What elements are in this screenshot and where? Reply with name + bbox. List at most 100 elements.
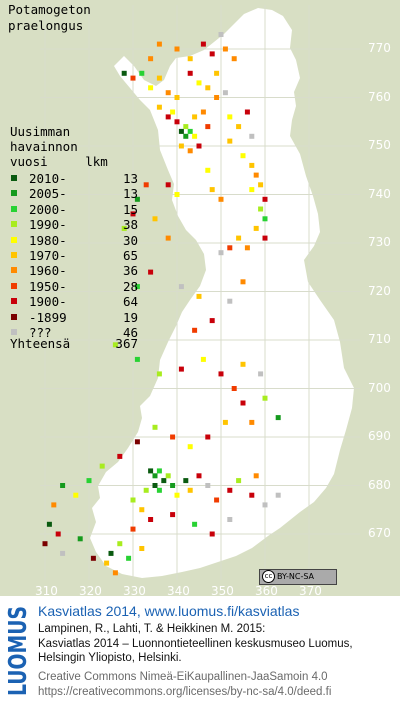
legend-swatch bbox=[11, 236, 17, 243]
observation-square bbox=[218, 32, 224, 37]
observation-square bbox=[139, 546, 145, 551]
finland-landmass bbox=[90, 8, 354, 578]
species-title: Potamogeton praelongus bbox=[8, 2, 91, 34]
observation-square bbox=[117, 453, 123, 459]
observation-square bbox=[148, 269, 154, 275]
observation-square bbox=[218, 371, 224, 377]
footer-atlas-link[interactable]: Kasviatlas 2014, www.luomus.fi/kasviatla… bbox=[38, 603, 300, 619]
observation-square bbox=[192, 114, 198, 120]
legend-label: 1990- bbox=[29, 217, 67, 233]
y-axis-label: 710 bbox=[368, 332, 391, 346]
observation-square bbox=[170, 483, 176, 488]
legend-swatch bbox=[11, 282, 17, 289]
observation-square bbox=[112, 570, 118, 576]
observation-square bbox=[174, 119, 180, 125]
observation-square bbox=[183, 478, 189, 484]
x-axis-label: 340 bbox=[167, 584, 190, 598]
observation-square bbox=[165, 90, 171, 96]
legend-count: 30 bbox=[122, 232, 138, 248]
observation-square bbox=[187, 444, 193, 450]
legend-swatch bbox=[11, 329, 17, 335]
observation-square bbox=[236, 478, 242, 484]
observation-square bbox=[60, 550, 66, 556]
footer-license-name: Creative Commons Nimeä-EiKaupallinen-Jaa… bbox=[38, 671, 328, 683]
footer-license-url[interactable]: https://creativecommons.org/licenses/by-… bbox=[38, 686, 332, 698]
observation-square bbox=[187, 487, 193, 493]
observation-square bbox=[187, 148, 193, 154]
observation-square bbox=[249, 492, 255, 498]
observation-square bbox=[134, 284, 140, 290]
legend-count: 13 bbox=[122, 171, 138, 186]
legend-label: 2005- bbox=[29, 186, 67, 202]
y-axis-label: 760 bbox=[368, 89, 391, 104]
legend-label: 1970- bbox=[29, 248, 67, 263]
legend-label: 2010- bbox=[29, 171, 67, 186]
distribution-map bbox=[40, 5, 360, 580]
observation-layer bbox=[42, 32, 281, 576]
observation-square bbox=[60, 483, 66, 488]
observation-square bbox=[227, 245, 233, 251]
luomus-logo: LUOMUS bbox=[3, 606, 32, 696]
observation-square bbox=[196, 80, 202, 86]
y-axis-label: 690 bbox=[368, 429, 391, 443]
observation-square bbox=[231, 56, 237, 62]
observation-square bbox=[148, 468, 154, 474]
observation-square bbox=[134, 439, 140, 445]
legend-swatch bbox=[11, 252, 17, 258]
observation-square bbox=[174, 192, 180, 197]
observation-square bbox=[200, 356, 206, 362]
legend-swatch bbox=[11, 298, 17, 305]
y-axis-label: 670 bbox=[368, 526, 391, 540]
legend-label: ??? bbox=[29, 325, 52, 340]
observation-square bbox=[178, 366, 184, 372]
observation-square bbox=[165, 235, 171, 241]
observation-square bbox=[183, 133, 189, 139]
observation-square bbox=[218, 250, 224, 256]
species-name-line1: Potamogeton bbox=[8, 2, 91, 17]
x-axis-label: 350 bbox=[211, 584, 234, 598]
observation-square bbox=[73, 492, 79, 498]
observation-square bbox=[99, 463, 105, 469]
observation-square bbox=[253, 225, 259, 231]
observation-square bbox=[205, 434, 211, 440]
y-axis-label: 720 bbox=[368, 283, 391, 298]
observation-square bbox=[244, 245, 250, 251]
observation-square bbox=[134, 356, 140, 362]
legend-total-label: Yhteensä bbox=[10, 336, 71, 351]
observation-square bbox=[196, 143, 202, 149]
legend-count: 15 bbox=[122, 201, 138, 217]
observation-square bbox=[152, 483, 158, 488]
legend-total-count: 367 bbox=[115, 336, 138, 351]
observation-square bbox=[222, 419, 228, 425]
y-axis-label: 750 bbox=[368, 138, 391, 152]
observation-square bbox=[143, 487, 149, 493]
observation-square bbox=[121, 225, 127, 231]
observation-square bbox=[192, 327, 198, 333]
observation-square bbox=[227, 298, 233, 304]
observation-square bbox=[165, 114, 171, 120]
legend-swatch bbox=[11, 205, 17, 212]
observation-square bbox=[205, 167, 211, 173]
legend-total: Yhteensä 367 bbox=[10, 336, 138, 351]
observation-square bbox=[139, 507, 145, 513]
observation-square bbox=[258, 371, 264, 377]
observation-square bbox=[275, 415, 281, 421]
observation-square bbox=[174, 46, 180, 52]
legend-heading: Uusimman havainnon vuosi lkm bbox=[10, 124, 108, 169]
observation-square bbox=[222, 90, 228, 96]
observation-square bbox=[227, 138, 233, 144]
observation-square bbox=[77, 536, 83, 542]
map-grid bbox=[40, 5, 360, 580]
observation-square bbox=[236, 124, 242, 130]
observation-square bbox=[200, 41, 206, 47]
observation-square bbox=[165, 182, 171, 188]
species-name-line2: praelongus bbox=[8, 18, 84, 33]
observation-square bbox=[240, 361, 246, 367]
cc-badge-text: BY-NC-SA bbox=[277, 572, 315, 581]
observation-square bbox=[205, 124, 211, 130]
observation-square bbox=[209, 187, 215, 193]
observation-square bbox=[253, 473, 259, 479]
observation-square bbox=[112, 342, 118, 348]
footer bbox=[0, 596, 400, 702]
x-axis-label: 310 bbox=[35, 584, 58, 598]
